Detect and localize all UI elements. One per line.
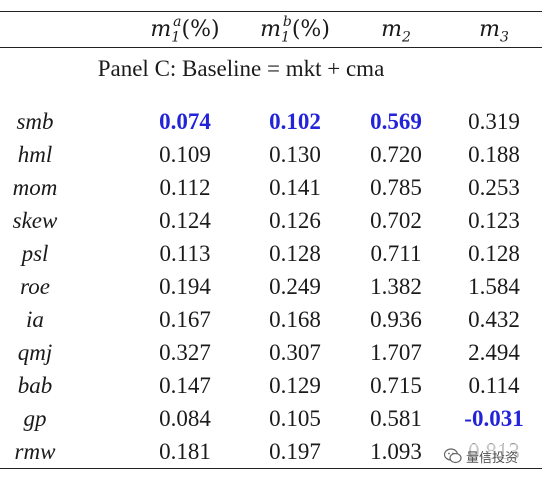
table-row-gp: gp 0.084 0.105 0.581 -0.031 — [0, 402, 542, 435]
wechat-icon — [444, 448, 462, 464]
cell-value: 0.319 — [468, 109, 520, 134]
cell-value: 0.569 — [370, 109, 422, 134]
cell-value: 2.494 — [468, 340, 520, 365]
top-rule — [0, 11, 542, 12]
cell-value: 0.167 — [159, 307, 211, 332]
cell-value: 0.126 — [269, 208, 321, 233]
row-label: mom — [12, 175, 58, 200]
cell-value: 0.307 — [269, 340, 321, 365]
cell-value: -0.031 — [464, 406, 524, 431]
cell-value: 0.327 — [159, 340, 211, 365]
cell-value: 0.105 — [269, 406, 321, 431]
cell-value: 0.785 — [370, 175, 422, 200]
row-label: rmw — [14, 439, 56, 464]
cell-value: 0.109 — [159, 142, 211, 167]
cell-value: 0.181 — [159, 439, 211, 464]
cell-value: 0.141 — [269, 175, 321, 200]
cell-value: 0.112 — [159, 175, 211, 200]
row-label: psl — [21, 241, 49, 266]
row-label: qmj — [17, 340, 53, 365]
cell-value: 0.253 — [468, 175, 520, 200]
row-label: bab — [17, 373, 53, 398]
cell-value: 0.194 — [159, 274, 211, 299]
cell-value: 0.074 — [159, 109, 211, 134]
table-row-mom: mom 0.112 0.141 0.785 0.253 — [0, 171, 542, 204]
cell-value: 0.130 — [269, 142, 321, 167]
table-row-qmj: qmj 0.327 0.307 1.707 2.494 — [0, 336, 542, 369]
header-rule — [0, 47, 542, 48]
table-row-hml: hml 0.109 0.130 0.720 0.188 — [0, 138, 542, 171]
cell-value: 0.128 — [468, 241, 520, 266]
header-row: m1a(%) m1b(%) m2 m3 — [0, 13, 542, 47]
cell-value: 0.188 — [468, 142, 520, 167]
cell-value: 0.128 — [269, 241, 321, 266]
cell-value: 0.702 — [370, 208, 422, 233]
row-label: roe — [20, 274, 50, 299]
header-m2: m2 — [381, 17, 411, 46]
table-row-skew: skew 0.124 0.126 0.702 0.123 — [0, 204, 542, 237]
row-label: skew — [12, 208, 58, 233]
row-label: hml — [17, 142, 53, 167]
cell-value: 1.382 — [370, 274, 422, 299]
cell-value: 0.720 — [370, 142, 422, 167]
cell-value: 1.707 — [370, 340, 422, 365]
cell-value: 0.123 — [468, 208, 520, 233]
cell-value: 0.432 — [468, 307, 520, 332]
table-row-bab: bab 0.147 0.129 0.715 0.114 — [0, 369, 542, 402]
cell-value: 0.114 — [468, 373, 520, 398]
header-m1a: m1a(%) — [150, 13, 220, 46]
cell-value: 0.168 — [269, 307, 321, 332]
row-label: ia — [26, 307, 44, 332]
cell-value: 0.084 — [159, 406, 211, 431]
cell-value: 0.249 — [269, 274, 321, 299]
header-m1b: m1b(%) — [260, 13, 330, 46]
panel-title: Panel C: Baseline = mkt + cma — [97, 56, 385, 81]
row-label: gp — [23, 406, 47, 431]
cell-value: 0.129 — [269, 373, 321, 398]
cell-value: 0.715 — [370, 373, 422, 398]
table-row-smb: smb 0.074 0.102 0.569 0.319 — [0, 105, 542, 138]
table-row-psl: psl 0.113 0.128 0.711 0.128 — [0, 237, 542, 270]
cell-value: 1.584 — [468, 274, 520, 299]
cell-value: 1.093 — [370, 439, 422, 464]
table-row-roe: roe 0.194 0.249 1.382 1.584 — [0, 270, 542, 303]
cell-value: 0.197 — [269, 439, 321, 464]
header-m3: m3 — [479, 17, 509, 46]
table-row-ia: ia 0.167 0.168 0.936 0.432 — [0, 303, 542, 336]
row-label: smb — [16, 109, 54, 134]
cell-value: 0.102 — [269, 109, 321, 134]
watermark: 量信投资 — [440, 444, 523, 468]
cell-value: 0.581 — [370, 406, 422, 431]
cell-value: 0.113 — [159, 241, 211, 266]
cell-value: 0.124 — [159, 208, 211, 233]
cell-value: 0.936 — [370, 307, 422, 332]
cell-value: 0.711 — [370, 241, 422, 266]
cell-value: 0.147 — [159, 373, 211, 398]
bottom-rule — [0, 468, 542, 469]
